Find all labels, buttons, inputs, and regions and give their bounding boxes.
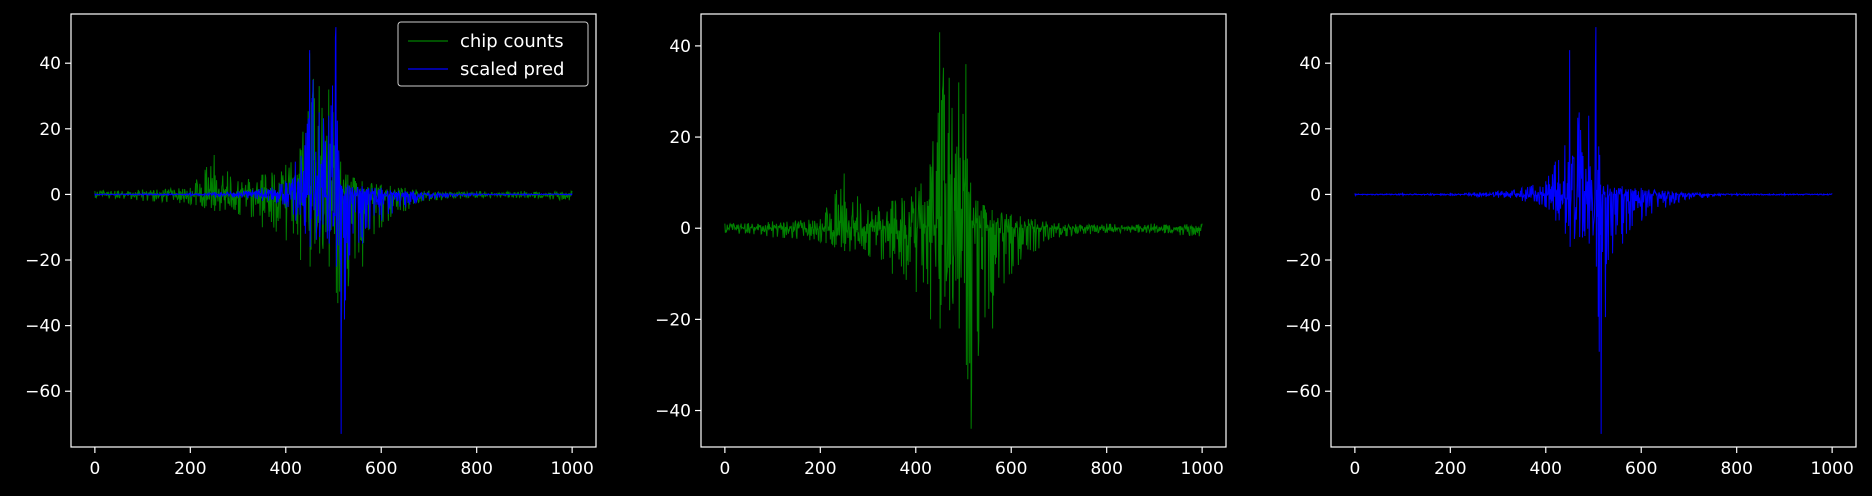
y-tick-label: 20 — [39, 120, 61, 140]
y-tick-label: −40 — [655, 402, 691, 422]
x-tick-label: 0 — [89, 459, 100, 479]
x-tick-label: 400 — [900, 459, 932, 479]
y-tick-label: 0 — [680, 219, 691, 239]
y-tick-label: −20 — [25, 251, 61, 271]
axes-frame — [70, 13, 597, 448]
legend-box — [397, 21, 589, 87]
y-tick-label: −20 — [1285, 251, 1321, 271]
chart-panel-combined: 0 200 400 600 800 1000 −60 −40 −20 0 20 40 chip coun… — [25, 13, 597, 479]
y-tick-label: −40 — [1285, 317, 1321, 337]
x-tick-label: 0 — [719, 459, 730, 479]
axes-frame — [700, 13, 1227, 448]
x-tick-label: 800 — [460, 459, 492, 479]
x-tick-label: 600 — [1625, 459, 1657, 479]
x-tick-label: 1000 — [1181, 459, 1224, 479]
y-tick-label: −60 — [1285, 382, 1321, 402]
x-tick-label: 600 — [995, 459, 1027, 479]
x-tick-label: 200 — [804, 459, 836, 479]
y-tick-label: 0 — [1310, 185, 1321, 205]
series-line-scaled-pred — [94, 27, 573, 434]
x-tick-label: 400 — [1530, 459, 1562, 479]
plot-area — [94, 27, 573, 434]
plot-area — [1354, 27, 1833, 434]
x-tick-label: 200 — [1434, 459, 1466, 479]
x-tick-label: 800 — [1090, 459, 1122, 479]
x-tick-label: 400 — [270, 459, 302, 479]
series-line-green — [724, 32, 1203, 429]
y-tick-label: −40 — [25, 317, 61, 337]
y-tick-label: 40 — [1299, 54, 1321, 74]
axes-frame — [1330, 13, 1857, 448]
y-tick-label: 40 — [39, 54, 61, 74]
chart-panel-scaled-pred: 0 200 400 600 800 1000 −60 −40 −20 0 20 40 — [1285, 13, 1857, 479]
y-tick-label: 40 — [669, 37, 691, 57]
x-tick-label: 1000 — [551, 459, 594, 479]
legend-label: chip counts — [460, 31, 564, 52]
legend: chip counts scaled pred — [397, 21, 589, 87]
series-line-blue — [1354, 27, 1833, 434]
y-tick-label: −60 — [25, 382, 61, 402]
x-tick-label: 600 — [365, 459, 397, 479]
legend-label: scaled pred — [460, 59, 564, 80]
x-tick-label: 1000 — [1811, 459, 1854, 479]
chart-panel-chip-counts: 0 200 400 600 800 1000 −40 −20 0 20 40 — [655, 13, 1227, 479]
y-tick-label: 20 — [669, 128, 691, 148]
x-tick-label: 200 — [174, 459, 206, 479]
y-tick-label: −20 — [655, 310, 691, 330]
x-tick-label: 0 — [1349, 459, 1360, 479]
y-tick-label: 0 — [50, 185, 61, 205]
x-tick-label: 800 — [1720, 459, 1752, 479]
y-tick-label: 20 — [1299, 120, 1321, 140]
plot-area — [724, 32, 1203, 429]
